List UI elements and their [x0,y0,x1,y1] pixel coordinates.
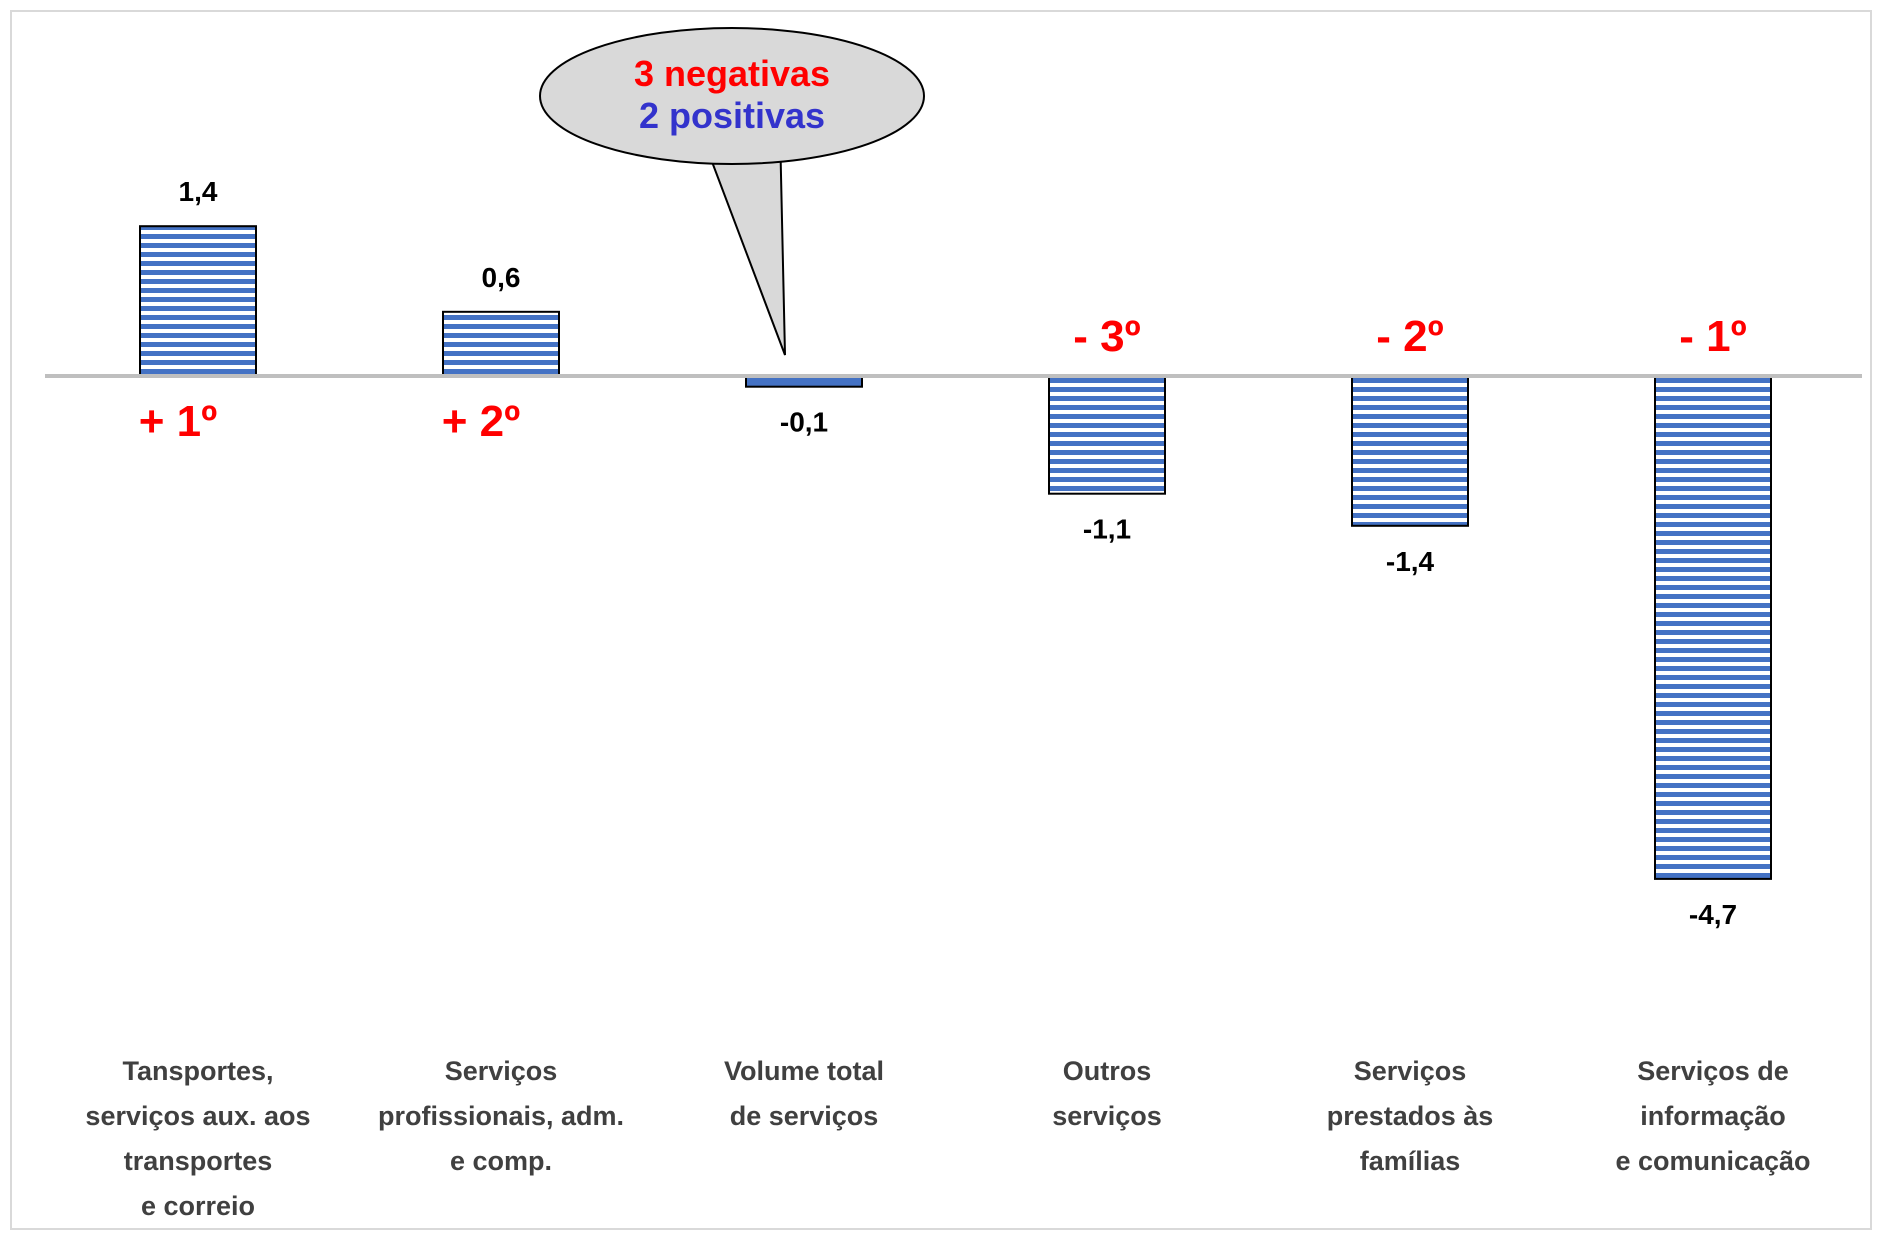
callout-negative-text: 3 negativas [634,53,830,94]
category-label-3: Outros serviços [1052,1056,1162,1131]
data-label-0: 1,4 [179,176,218,207]
category-label-1: Serviços profissionais, adm. e comp. [378,1056,624,1176]
category-label-5: Serviços de informação e comunicação [1615,1056,1810,1176]
rank-label-3: - 3º [1073,312,1140,361]
callout-bubble [539,27,925,165]
data-label-5: -4,7 [1689,899,1737,930]
chart-frame [10,10,1872,1230]
category-label-2: Volume total de serviços [724,1056,884,1131]
data-label-2: -0,1 [780,407,828,438]
data-label-1: 0,6 [482,262,521,293]
bar-0 [139,225,257,377]
category-label-0: Tansportes, serviços aux. aos transportes e… [85,1056,310,1221]
rank-label-4: - 2º [1376,312,1443,361]
bar-4 [1351,375,1469,527]
rank-label-0: + 1º [139,397,217,446]
category-label-4: Serviços prestados às famílias [1327,1056,1494,1176]
data-label-3: -1,1 [1083,514,1131,545]
callout-positive-text: 2 positivas [639,95,825,136]
bar-3 [1048,375,1166,495]
bar-5 [1654,375,1772,880]
rank-label-1: + 2º [442,397,520,446]
bar-1 [442,310,560,377]
rank-label-5: - 1º [1679,312,1746,361]
data-label-4: -1,4 [1386,546,1435,577]
